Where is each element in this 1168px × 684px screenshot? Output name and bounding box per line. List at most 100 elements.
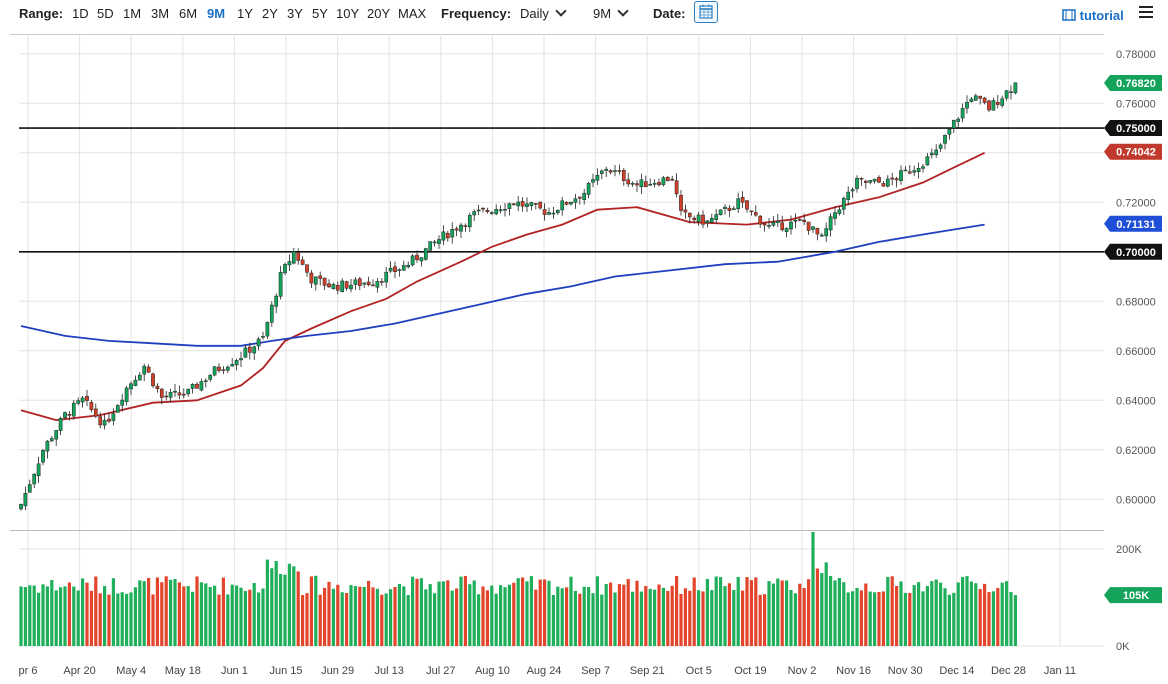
horizontal-levels — [19, 127, 1104, 253]
candle-body — [349, 284, 353, 290]
volume-bar — [490, 585, 494, 646]
range-2y[interactable]: 2Y — [262, 6, 278, 21]
candle-body — [855, 177, 859, 189]
candle-body — [309, 272, 314, 284]
candle-body — [419, 257, 424, 262]
volume-bar — [842, 582, 846, 646]
volume-bar — [670, 585, 674, 646]
volume-bar — [204, 583, 208, 646]
tutorial-label: tutorial — [1079, 8, 1124, 23]
period-dropdown[interactable]: 9M — [593, 5, 629, 21]
volume-bar — [19, 586, 23, 646]
volume-bar — [477, 594, 481, 646]
chart-top-border — [10, 34, 1104, 35]
candle-body — [723, 206, 727, 209]
candle-body — [98, 416, 103, 426]
volume-bar — [301, 595, 305, 646]
candle-body — [89, 402, 94, 410]
volume-bar — [978, 589, 982, 646]
volume-bar — [191, 591, 195, 646]
volume-bar — [283, 574, 287, 646]
volume-bar — [50, 580, 54, 646]
candle-body — [164, 395, 169, 398]
candle-body — [357, 278, 362, 286]
candle-body — [925, 156, 930, 166]
candle-body — [256, 338, 261, 347]
candle-body — [318, 275, 323, 279]
range-1y[interactable]: 1Y — [237, 6, 253, 21]
volume-bar — [1013, 595, 1017, 646]
range-6m[interactable]: 6M — [179, 6, 198, 21]
range-5d[interactable]: 5D — [97, 6, 114, 21]
volume-bar — [917, 582, 921, 646]
candle-body — [943, 134, 947, 144]
candle-body — [415, 254, 419, 260]
range-3m[interactable]: 3M — [151, 6, 170, 21]
volume-bar — [37, 592, 41, 646]
volume-bar — [230, 584, 234, 646]
chart-toolbar: Range: 1D 5D 1M 3M 6M 9M 1Y 2Y 3Y 5Y 10Y… — [0, 0, 1168, 30]
candle-body — [863, 180, 868, 183]
volume-bar — [771, 583, 775, 646]
volume-bar — [820, 573, 824, 646]
candle-body — [599, 170, 604, 174]
volume-bar — [745, 577, 749, 646]
volume-bar — [837, 577, 841, 646]
candle-body — [696, 214, 701, 222]
candle-body — [133, 379, 138, 386]
candle-body — [335, 285, 340, 291]
volume-bar — [120, 592, 124, 646]
candle-body — [159, 388, 164, 398]
range-10y[interactable]: 10Y — [336, 6, 360, 21]
candle-body — [212, 366, 217, 376]
candle-body — [789, 221, 793, 230]
volume-bar — [560, 588, 564, 646]
range-1d[interactable]: 1D — [72, 6, 89, 21]
candle-body — [406, 265, 411, 268]
candle-body — [173, 390, 177, 393]
range-max[interactable]: MAX — [398, 6, 427, 21]
volume-bar — [296, 571, 300, 646]
price-tick-label: 0.66000 — [1116, 346, 1156, 358]
volume-bar — [481, 586, 485, 646]
tutorial-link[interactable]: tutorial — [1062, 8, 1124, 23]
candle-body — [142, 365, 147, 375]
candle-body — [344, 281, 349, 289]
range-1m[interactable]: 1M — [123, 6, 142, 21]
price-badge-label: 0.71131 — [1116, 219, 1155, 231]
volume-bar — [798, 583, 802, 646]
date-tick-label: Oct 5 — [686, 665, 712, 677]
menu-icon[interactable] — [1139, 6, 1153, 18]
range-9m[interactable]: 9M — [207, 6, 226, 21]
volume-bar — [534, 589, 538, 646]
candle-body — [217, 366, 221, 371]
volume-bar — [582, 586, 586, 646]
volume-bar — [1009, 592, 1013, 646]
candle-body — [951, 119, 956, 129]
volume-bar — [886, 576, 890, 646]
volume-bar — [613, 592, 617, 646]
date-tick-label: Sep 7 — [581, 665, 610, 677]
range-20y[interactable]: 20Y — [367, 6, 391, 21]
date-picker-button[interactable] — [694, 1, 718, 23]
volume-bar — [723, 586, 727, 646]
candle-body — [454, 228, 459, 231]
volume-bar — [868, 591, 872, 646]
volume-bar — [969, 581, 973, 646]
candle-body — [929, 152, 934, 156]
volume-bar — [758, 594, 762, 646]
candle-body — [740, 196, 745, 203]
range-5y[interactable]: 5Y — [312, 6, 328, 21]
price-chart[interactable]: 0.780000.760000.740000.720000.700000.680… — [0, 30, 1168, 684]
price-tick-label: 0.68000 — [1116, 296, 1156, 308]
candle-body — [608, 170, 613, 173]
volume-bar — [692, 577, 696, 646]
volume-bar — [274, 561, 278, 646]
candle-body — [261, 336, 265, 338]
range-3y[interactable]: 3Y — [287, 6, 303, 21]
candle-body — [186, 388, 191, 395]
frequency-dropdown[interactable]: Daily — [520, 5, 567, 21]
candle-body — [582, 192, 587, 201]
date-tick-label: Jul 13 — [375, 665, 404, 677]
candle-body — [23, 492, 28, 507]
